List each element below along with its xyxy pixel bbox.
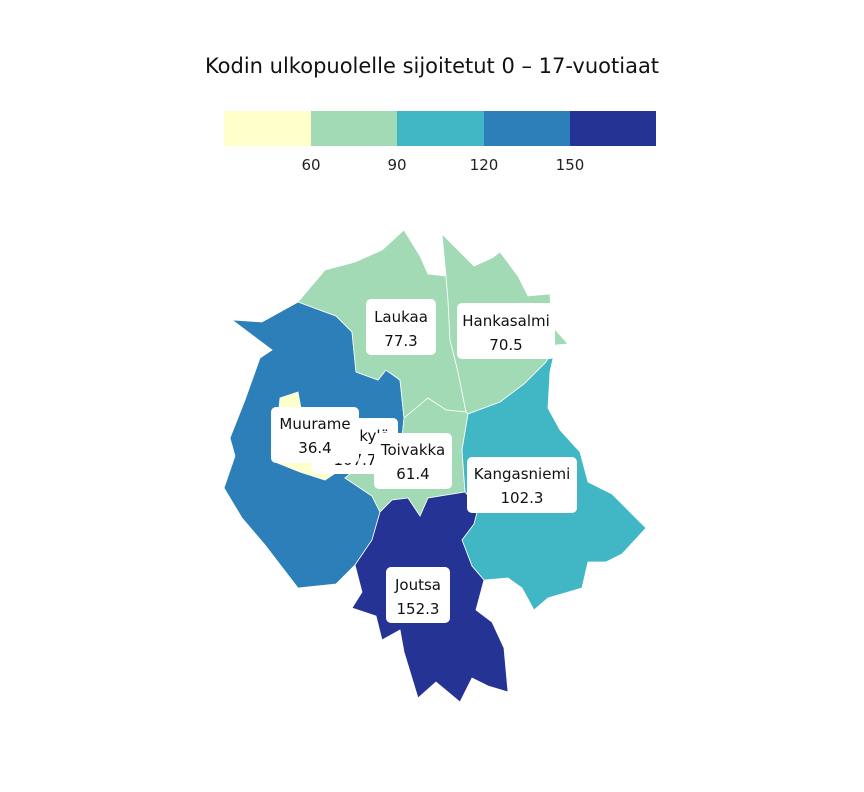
label-name: Toivakka	[380, 441, 445, 459]
label-value: 70.5	[489, 336, 522, 354]
label-name: Muurame	[279, 415, 350, 433]
legend-bin-3	[397, 111, 484, 146]
label-box	[386, 567, 450, 623]
legend-tick-120: 120	[470, 156, 499, 174]
label-box	[271, 407, 359, 463]
legend-tick-90: 90	[387, 156, 406, 174]
label-name: Kangasniemi	[474, 465, 570, 483]
legend-bin-5	[570, 111, 656, 146]
label-muurame: Muurame 36.4	[271, 407, 359, 463]
map-title: Kodin ulkopuolelle sijoitetut 0 – 17-vuo…	[204, 54, 660, 78]
label-name: Joutsa	[394, 576, 441, 594]
label-value: 36.4	[298, 439, 331, 457]
label-kangasniemi: Kangasniemi 102.3	[467, 457, 577, 513]
label-name: Hankasalmi	[462, 312, 550, 330]
legend-bin-2	[311, 111, 397, 146]
label-value: 61.4	[396, 465, 429, 483]
label-box	[366, 299, 436, 355]
legend-tick-60: 60	[301, 156, 320, 174]
legend-bin-4	[484, 111, 570, 146]
legend-tick-150: 150	[556, 156, 585, 174]
label-hankasalmi: Hankasalmi 70.5	[457, 303, 555, 359]
label-box	[457, 303, 555, 359]
label-laukaa: Laukaa 77.3	[366, 299, 436, 355]
label-box	[467, 457, 577, 513]
label-value: 77.3	[384, 332, 417, 350]
region-labels: Laukaa 77.3 Hankasalmi 70.5 Jyväskylä 10…	[271, 299, 577, 623]
label-name: Laukaa	[374, 308, 428, 326]
legend-bin-1	[224, 111, 311, 146]
label-value: 152.3	[397, 600, 440, 618]
label-toivakka: Toivakka 61.4	[374, 433, 452, 489]
label-value: 102.3	[501, 489, 544, 507]
label-joutsa: Joutsa 152.3	[386, 567, 450, 623]
legend: 60 90 120 150	[224, 111, 656, 174]
label-box	[374, 433, 452, 489]
